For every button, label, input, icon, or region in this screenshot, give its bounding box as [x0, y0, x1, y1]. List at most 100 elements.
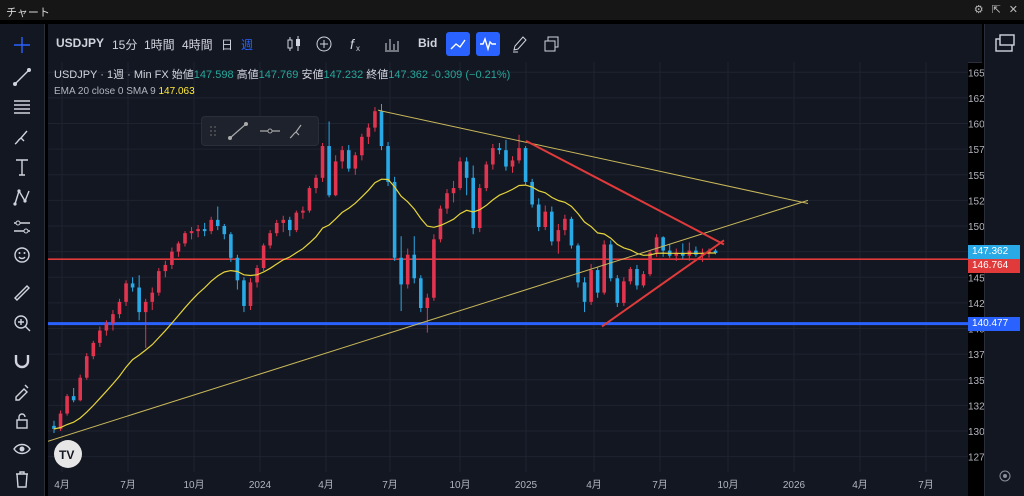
time-axis-label: 4月 — [852, 479, 868, 491]
candle-body — [52, 425, 56, 429]
candle-body — [248, 282, 253, 306]
candle-body — [635, 269, 639, 286]
drawing-toolbar — [0, 24, 45, 496]
price-tick-label: 145.000 — [968, 273, 984, 284]
drag-handle-icon[interactable] — [210, 126, 216, 136]
close-icon[interactable]: ✕ — [1008, 4, 1018, 16]
candle-body — [301, 210, 305, 213]
candle-body — [78, 377, 82, 401]
legend-symbol: USDJPY — [54, 69, 98, 81]
time-axis-label: 7月 — [652, 479, 668, 491]
zoom-icon[interactable] — [8, 310, 36, 336]
layout-icon[interactable] — [540, 32, 564, 56]
crosshair-icon[interactable] — [8, 32, 36, 58]
time-axis-label: 7月 — [382, 479, 398, 491]
candle-body — [648, 252, 652, 275]
trash-icon[interactable] — [8, 466, 36, 492]
time-axis-label: 7月 — [918, 479, 934, 491]
float-hline-icon[interactable] — [260, 128, 280, 134]
popout-icon[interactable]: ⇱ — [991, 4, 1001, 16]
candle-body — [654, 237, 659, 253]
candle-body — [281, 219, 286, 223]
candle-body — [130, 283, 135, 288]
triangle-lower-line — [601, 239, 725, 328]
float-trendline-icon[interactable] — [228, 122, 248, 140]
candle-body — [477, 188, 482, 229]
price-tick-label: 157.500 — [968, 145, 984, 156]
forecast-icon[interactable] — [8, 214, 36, 240]
screenshot-icon[interactable] — [993, 32, 1017, 56]
pattern-icon[interactable] — [8, 184, 36, 210]
candle-body — [681, 252, 685, 256]
candle-body — [235, 257, 240, 281]
interval-week[interactable]: 週 — [241, 38, 254, 52]
magnet-icon[interactable] — [8, 348, 36, 374]
brush-icon[interactable] — [8, 124, 36, 150]
settings-icon[interactable]: ⚙ — [973, 4, 984, 16]
lock-drawing-icon[interactable] — [8, 378, 36, 404]
interval-15m[interactable]: 15分 — [112, 38, 138, 52]
candle-body — [694, 250, 698, 255]
interval-1h[interactable]: 1時間 — [144, 38, 175, 52]
price-tick-label: 165.000 — [968, 68, 984, 79]
line-chart-icon[interactable] — [446, 32, 470, 56]
candle-body — [569, 218, 574, 246]
bar-chart-icon[interactable] — [380, 32, 404, 56]
candle-body — [170, 251, 174, 265]
price-tick-label: 162.500 — [968, 94, 984, 105]
ema-line — [53, 178, 716, 430]
wave-chart-icon[interactable] — [476, 32, 500, 56]
bid-button[interactable]: Bid — [418, 36, 438, 50]
float-brush-icon[interactable] — [289, 124, 302, 139]
candle-body — [504, 150, 508, 167]
time-axis-label: 10月 — [183, 479, 204, 491]
ruler-icon[interactable] — [8, 280, 36, 306]
symbol-button[interactable]: USDJPY — [56, 36, 105, 50]
candle-body — [58, 413, 63, 429]
chart-pane[interactable]: 4月 7月 10月 2024 4月 7月 10月 2025 4月 7月 10月 2026 4月 7月 — [48, 62, 968, 496]
candle-body — [215, 219, 220, 226]
candle-body — [608, 244, 613, 279]
candle-body — [674, 252, 679, 256]
trendline-icon[interactable] — [8, 64, 36, 90]
candle-body — [399, 257, 403, 285]
svg-text:x: x — [356, 44, 360, 53]
candle-body — [84, 356, 89, 378]
candle-body — [353, 155, 358, 169]
candle-body — [360, 136, 364, 156]
window-title: チャート — [6, 7, 50, 19]
text-icon[interactable] — [8, 154, 36, 180]
candle-body — [202, 229, 207, 232]
interval-4h[interactable]: 4時間 — [182, 38, 213, 52]
candle-body — [91, 342, 96, 357]
lock-icon[interactable] — [8, 408, 36, 434]
candle-body — [288, 219, 292, 231]
legend-source: Min FX — [133, 69, 169, 81]
interval-day[interactable]: 日 — [221, 38, 234, 52]
eye-icon[interactable] — [8, 436, 36, 462]
time-axis-label: 10月 — [717, 479, 738, 491]
settings-gear-icon[interactable] — [997, 468, 1013, 484]
candle-body — [189, 231, 194, 234]
candle-body — [98, 330, 102, 343]
price-chart[interactable]: 4月 7月 10月 2024 4月 7月 10月 2025 4月 7月 10月 2026 4月 7月 — [48, 62, 984, 496]
candle-body — [340, 150, 344, 162]
candle-body — [458, 161, 462, 189]
candle-body — [543, 211, 548, 228]
paint-icon[interactable] — [508, 32, 532, 56]
candle-body — [143, 301, 148, 313]
time-axis-label: 7月 — [120, 479, 136, 491]
candles — [52, 104, 718, 434]
candle-body — [294, 212, 299, 231]
falling-trendline — [377, 109, 809, 204]
time-axis-label: 10月 — [449, 479, 470, 491]
add-indicator-icon[interactable] — [312, 32, 336, 56]
candle-body — [602, 244, 606, 293]
emoji-icon[interactable] — [8, 242, 36, 268]
fib-icon[interactable] — [8, 94, 36, 120]
candle-style-icon[interactable] — [282, 32, 306, 56]
candle-body — [137, 287, 141, 313]
price-axis[interactable]: 165.000 162.500 160.000 157.500 155.000 152.5… — [968, 62, 984, 496]
